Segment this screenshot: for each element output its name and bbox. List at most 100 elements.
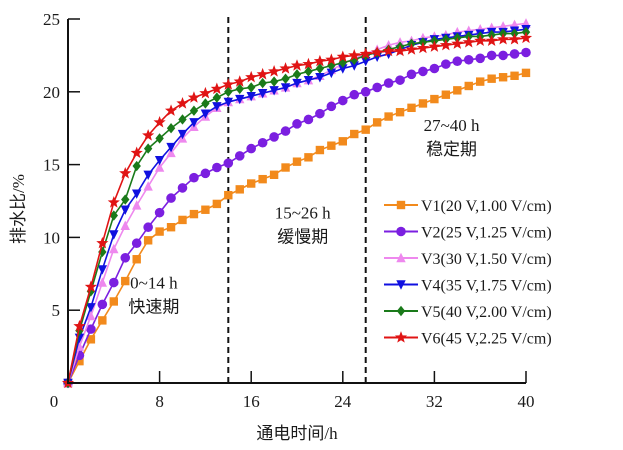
phase-name-label: 缓慢期	[277, 226, 328, 246]
data-point	[224, 86, 233, 97]
data-point	[510, 71, 519, 80]
data-point	[75, 356, 84, 366]
data-point	[212, 102, 222, 112]
data-point	[349, 89, 360, 100]
legend-marker	[396, 280, 406, 290]
phase-annotation: 0~14 h 快速期	[128, 273, 179, 316]
phase-divider-lines	[227, 17, 367, 383]
data-point	[96, 236, 109, 249]
legend-item: V4(35 V,1.75 V/cm)	[384, 278, 552, 295]
data-point	[256, 67, 269, 80]
phase-name-label: 稳定期	[426, 140, 477, 159]
data-point	[395, 107, 405, 117]
series-layer	[61, 18, 533, 389]
data-point	[485, 34, 498, 47]
data-point	[142, 129, 155, 141]
data-point	[235, 94, 245, 105]
legend-marker	[396, 200, 406, 210]
data-point	[97, 277, 108, 287]
data-point	[349, 61, 359, 71]
data-point	[292, 157, 302, 166]
legend: V1(20 V,1.00 V/cm) V2(25 V,1.25 V/cm) V3(3…	[384, 198, 552, 348]
data-point	[189, 209, 199, 219]
series-2	[63, 47, 531, 388]
data-point	[372, 118, 382, 127]
data-point	[247, 179, 256, 188]
data-point	[416, 41, 430, 54]
data-point	[166, 123, 176, 134]
data-point	[212, 199, 222, 209]
data-point	[143, 170, 153, 180]
data-point	[247, 82, 256, 93]
data-point	[303, 114, 314, 125]
data-point	[462, 35, 475, 48]
data-point	[143, 143, 153, 154]
data-point	[359, 47, 372, 60]
phase-range-label: 27~40 h	[424, 116, 480, 135]
data-point	[498, 50, 508, 61]
legend-label: V6(45 V,2.25 V/cm)	[421, 331, 552, 348]
data-point	[212, 92, 222, 103]
data-point	[109, 243, 119, 254]
data-point	[361, 125, 370, 134]
data-point	[200, 168, 211, 179]
legend-marker	[394, 331, 408, 343]
data-point	[154, 162, 165, 172]
data-point	[235, 185, 244, 194]
data-point	[430, 94, 439, 104]
data-point	[107, 196, 120, 208]
y-tick-label: 20	[43, 83, 60, 102]
data-point	[406, 69, 417, 80]
data-point	[280, 83, 291, 93]
data-point	[304, 153, 313, 162]
data-point	[86, 303, 96, 313]
data-point	[280, 126, 291, 136]
legend-item: V1(20 V,1.00 V/cm)	[384, 198, 552, 215]
data-point	[119, 166, 132, 179]
data-point	[487, 74, 496, 83]
data-point	[372, 82, 382, 93]
data-point	[315, 108, 325, 119]
phase-name-label: 快速期	[128, 297, 179, 316]
data-point	[475, 53, 486, 64]
data-point	[326, 68, 337, 79]
data-point	[497, 32, 510, 45]
legend-item: V5(40 V,2.00 V/cm)	[384, 304, 552, 321]
data-point	[210, 82, 223, 95]
data-point	[235, 83, 244, 95]
data-point	[258, 174, 267, 184]
data-point	[223, 97, 233, 108]
data-point	[325, 53, 338, 65]
data-point	[233, 75, 246, 87]
data-point	[395, 75, 405, 85]
data-point	[224, 190, 233, 200]
data-point	[109, 297, 118, 306]
data-point	[508, 32, 521, 45]
data-point	[166, 142, 176, 153]
data-point	[177, 129, 188, 140]
data-point	[86, 310, 96, 321]
data-point	[498, 73, 508, 82]
legend-marker	[396, 305, 406, 317]
data-point	[143, 181, 153, 191]
data-point	[486, 50, 497, 61]
data-point	[476, 77, 485, 86]
data-point	[132, 160, 141, 172]
data-point	[281, 73, 290, 84]
x-tick-label: 0	[50, 392, 59, 411]
data-point	[132, 189, 142, 199]
data-point	[223, 158, 234, 168]
phase-range-label: 0~14 h	[130, 273, 178, 292]
y-tick-label: 5	[52, 301, 61, 320]
data-point	[189, 172, 199, 183]
data-point	[257, 137, 268, 148]
data-point	[109, 277, 119, 288]
data-point	[338, 137, 347, 146]
legend-item: V6(45 V,2.25 V/cm)	[384, 331, 552, 348]
data-point	[418, 99, 428, 108]
data-point	[153, 115, 166, 128]
y-tick-label: 25	[43, 10, 60, 29]
data-point	[98, 316, 107, 325]
data-point	[348, 49, 361, 61]
data-point	[109, 210, 118, 221]
